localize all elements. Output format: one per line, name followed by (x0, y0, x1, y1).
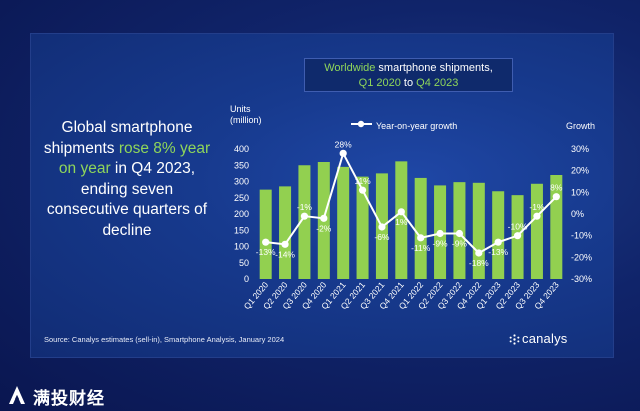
growth-point (320, 214, 328, 222)
right-tick-label: -10% (571, 231, 592, 241)
brand-name: canalys (522, 331, 568, 346)
growth-line (265, 150, 558, 255)
left-tick-label: 150 (234, 225, 249, 235)
growth-data-label: -10% (508, 222, 528, 232)
left-tick-label: 250 (234, 193, 249, 203)
title-period-start: Q1 2020 (358, 77, 401, 89)
growth-point (358, 186, 367, 194)
right-tick-label: -20% (571, 252, 592, 262)
growth-point (378, 223, 386, 231)
title-period-to: to (400, 77, 417, 89)
growth-data-label: 28% (335, 139, 352, 149)
growth-data-label: -18% (469, 258, 489, 268)
growth-point (281, 240, 289, 248)
left-tick-label: 0 (244, 274, 249, 284)
footer-brand-text: 满投财经 (33, 389, 105, 408)
growth-point (513, 232, 522, 240)
right-tick-label: -30% (571, 274, 592, 284)
left-tick-label: 200 (234, 209, 249, 219)
growth-point (552, 193, 560, 201)
legend-label: Year-on-year growth (376, 121, 458, 131)
growth-point (300, 212, 309, 220)
growth-data-label: -13% (488, 247, 508, 257)
growth-data-label: -11% (411, 243, 431, 253)
title-line1-rest: smartphone shipments, (375, 62, 493, 74)
headline-text: Global smartphone shipments rose 8% year… (38, 118, 216, 241)
growth-point (436, 229, 444, 238)
bar (414, 177, 427, 279)
left-axis-title-line1: Units (230, 104, 251, 114)
right-tick-label: 10% (571, 187, 589, 197)
growth-point (533, 212, 541, 220)
right-tick-label: 30% (571, 144, 589, 154)
left-tick-label: 350 (234, 160, 249, 170)
growth-data-label: -1% (297, 202, 313, 212)
legend-marker-icon (357, 120, 365, 128)
growth-point (494, 238, 502, 246)
growth-data-label: -1% (529, 202, 545, 212)
left-tick-label: 50 (239, 258, 249, 268)
chart-title-box: Worldwide smartphone shipments, Q1 2020 … (304, 58, 513, 92)
left-tick-label: 300 (234, 177, 249, 187)
growth-data-label: -6% (374, 232, 390, 242)
left-tick-label: 100 (234, 242, 249, 252)
bar (337, 166, 350, 279)
title-accent: Worldwide (324, 62, 376, 74)
growth-data-label: -9% (433, 239, 449, 249)
right-axis-title: Growth (566, 121, 596, 131)
growth-point (455, 229, 464, 238)
headline-part1: Global smartphone shipments (43, 119, 193, 157)
growth-point (262, 238, 270, 246)
bar (356, 176, 369, 279)
bar (298, 165, 311, 279)
growth-data-label: -13% (256, 247, 276, 257)
growth-point (475, 249, 483, 257)
bar (279, 186, 292, 279)
growth-data-label: 8% (550, 183, 563, 193)
left-tick-label: 400 (234, 144, 249, 154)
growth-data-label: 1% (395, 217, 408, 227)
right-tick-label: 20% (571, 166, 589, 176)
growth-data-label: -9% (452, 239, 468, 249)
title-period-end: Q4 2023 (416, 77, 459, 89)
bar (492, 191, 505, 279)
bar (530, 183, 543, 279)
right-tick-label: 0% (571, 209, 584, 219)
growth-point (417, 234, 425, 242)
growth-data-label: -14% (275, 249, 295, 259)
bar (395, 161, 408, 279)
growth-point (397, 208, 405, 216)
canalys-logo-icon (509, 334, 520, 345)
left-axis-title-line2: (million) (230, 115, 262, 125)
growth-data-label: 11% (354, 176, 371, 186)
left-axis-title: Units (million) (230, 104, 262, 126)
footer-logo-icon (9, 386, 25, 404)
growth-data-label: -2% (316, 223, 332, 233)
source-note: Source: Canalys estimates (sell-in), Sma… (44, 335, 285, 344)
headline-highlight: rose 8% year on year (58, 139, 211, 178)
growth-point (339, 149, 347, 157)
bar (259, 189, 272, 279)
headline-part3: in Q4 2023, ending seven consecutive qua… (46, 160, 208, 239)
